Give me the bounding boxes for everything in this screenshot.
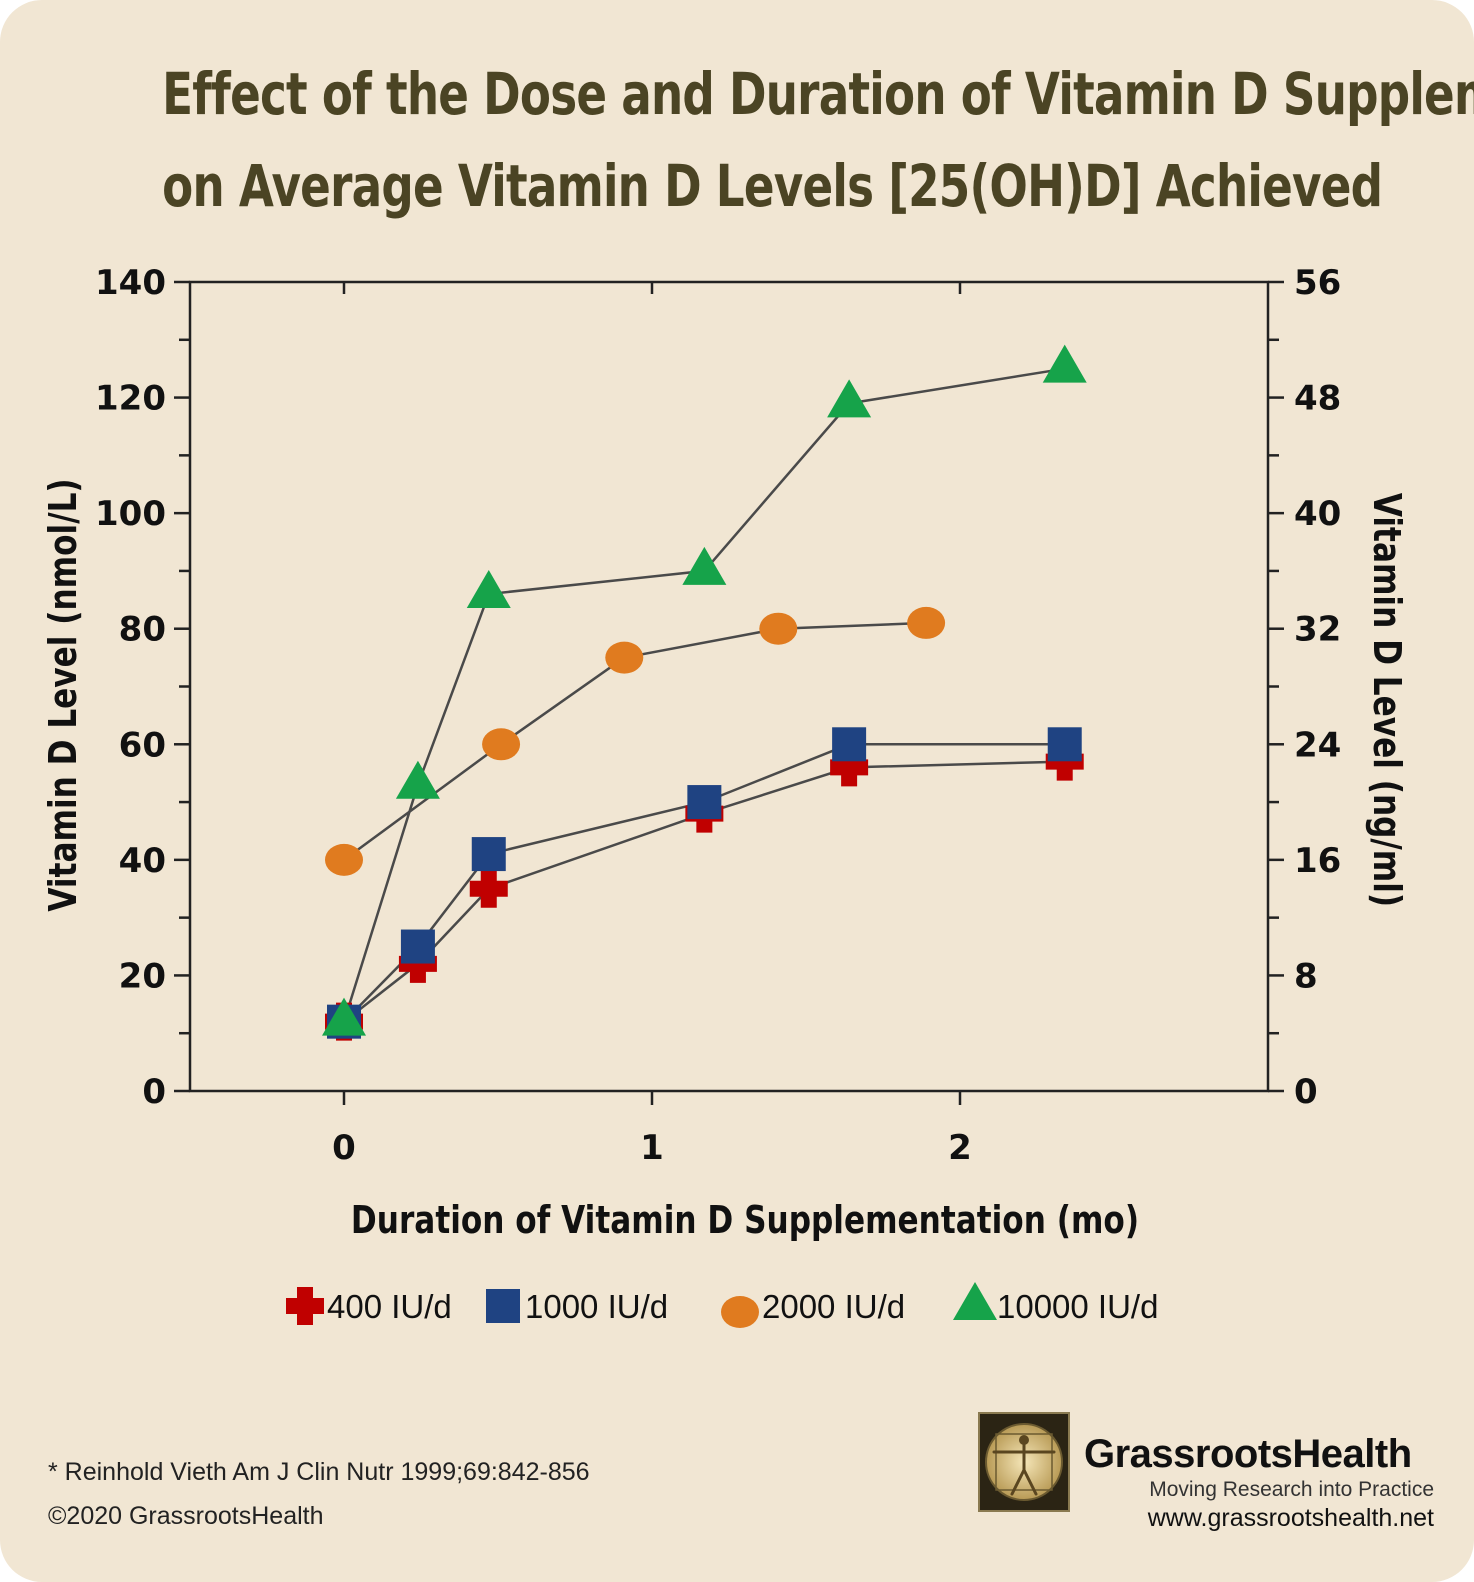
data-point-2000-iu-d — [605, 641, 644, 674]
data-point-1000-iu-d — [687, 785, 722, 820]
x-tick-label: 2 — [948, 1128, 972, 1168]
y-tick-label: 120 — [95, 379, 166, 419]
data-point-2000-iu-d — [325, 843, 363, 876]
logo-name: GrassrootsHealth — [1084, 1432, 1412, 1476]
series-line-400-iu-d — [343, 760, 1065, 1023]
chart-title: Effect of the Dose and Duration of Vitam… — [162, 48, 1474, 232]
legend-label-400-iu-d: 400 IU/d — [327, 1288, 452, 1325]
data-point-10000-iu-d — [395, 760, 440, 799]
y2-tick-label: 24 — [1294, 725, 1341, 765]
y-tick-label: 140 — [95, 263, 166, 303]
legend-marker-400-iu-d — [286, 1287, 324, 1325]
y2-tick-label: 8 — [1294, 956, 1318, 996]
y-tick-label: 100 — [95, 494, 166, 534]
legend-marker-2000-iu-d — [721, 1296, 759, 1328]
series-line-10000-iu-d — [342, 367, 1065, 1023]
y2-axis-title: Vitamin D Level (ng/ml) — [1364, 493, 1408, 907]
legend: 400 IU/d 1000 IU/d 2000 IU/d 10000 IU/d — [286, 1282, 1158, 1328]
legend-marker-1000-iu-d — [486, 1289, 520, 1323]
y2-tick-label: 40 — [1294, 494, 1341, 534]
chart: 0 20 40 60 80 100 120 140 0 8 16 24 32 40 48 56 0 1 2 Dura… — [42, 263, 1408, 1328]
y-tick-label: 40 — [119, 841, 166, 881]
y2-tick-label: 48 — [1294, 379, 1341, 419]
y2-tick-label: 0 — [1294, 1072, 1318, 1112]
legend-label-10000-iu-d: 10000 IU/d — [997, 1288, 1158, 1325]
data-point-10000-iu-d — [1042, 344, 1087, 383]
logo-tagline: Moving Research into Practice — [1149, 1478, 1434, 1501]
data-point-1000-iu-d — [1047, 727, 1082, 762]
plot-area — [188, 280, 1270, 1093]
x-axis-title: Duration of Vitamin D Supplementation (m… — [351, 1199, 1139, 1243]
chart-title-line-2: on Average Vitamin D Levels [25(OH)D] Ac… — [162, 152, 1383, 220]
data-point-1000-iu-d — [400, 929, 435, 964]
y2-tick-label: 56 — [1294, 263, 1341, 303]
data-point-10000-iu-d — [827, 379, 872, 418]
y-tick-label: 0 — [142, 1072, 166, 1112]
x-tick-label: 1 — [640, 1128, 664, 1168]
y2-tick-label: 16 — [1294, 841, 1341, 881]
data-point-2000-iu-d — [759, 612, 798, 645]
data-point-1000-iu-d — [832, 727, 867, 762]
legend-marker-10000-iu-d — [953, 1282, 997, 1320]
y-axis-title: Vitamin D Level (nmol/L) — [42, 478, 86, 911]
data-point-400-iu-d — [1045, 742, 1084, 781]
data-point-400-iu-d — [469, 869, 508, 908]
vitruvian-man-logo-icon — [978, 1412, 1070, 1512]
y-tick-label: 20 — [119, 956, 166, 996]
data-point-400-iu-d — [830, 748, 869, 787]
copyright-notice: ©2020 GrassrootsHealth — [48, 1502, 324, 1530]
legend-label-2000-iu-d: 2000 IU/d — [762, 1288, 905, 1325]
source-footnote: * Reinhold Vieth Am J Clin Nutr 1999;69:… — [48, 1458, 590, 1486]
chart-title-line-1: Effect of the Dose and Duration of Vitam… — [162, 60, 1474, 128]
logo-url[interactable]: www.grassrootshealth.net — [1147, 1504, 1434, 1532]
data-point-10000-iu-d — [682, 546, 727, 585]
x-tick-label: 0 — [332, 1128, 356, 1168]
y-tick-label: 80 — [119, 610, 166, 650]
data-point-1000-iu-d — [471, 837, 506, 872]
legend-label-1000-iu-d: 1000 IU/d — [525, 1288, 668, 1325]
y2-tick-label: 32 — [1294, 610, 1341, 650]
data-point-10000-iu-d — [322, 997, 366, 1036]
data-point-400-iu-d — [398, 944, 437, 983]
y-tick-label: 60 — [119, 725, 166, 765]
data-point-10000-iu-d — [466, 570, 511, 609]
data-point-2000-iu-d — [482, 728, 521, 761]
data-point-2000-iu-d — [907, 606, 946, 639]
